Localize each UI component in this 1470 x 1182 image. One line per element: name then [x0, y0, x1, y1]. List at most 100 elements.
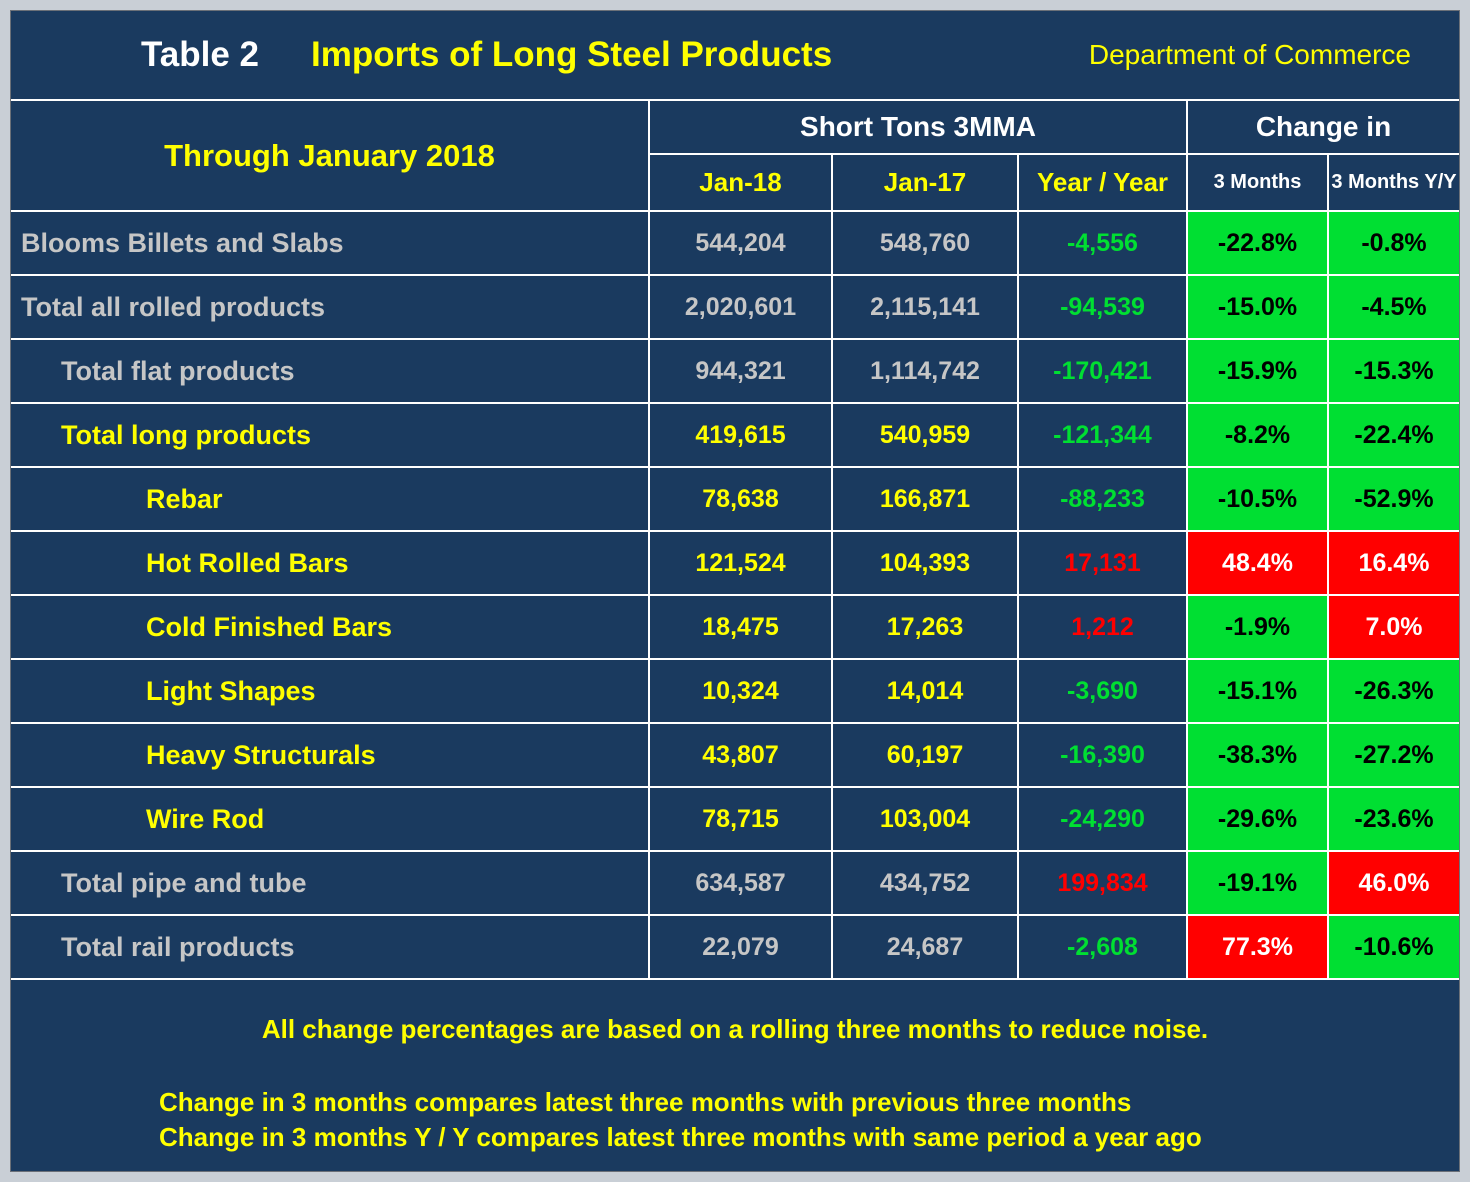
change-3-months-yy: -22.4% [1327, 404, 1459, 466]
value-jan17: 104,393 [831, 532, 1017, 594]
change-3-months: -22.8% [1186, 212, 1327, 274]
value-jan18: 419,615 [648, 404, 831, 466]
change-3-months-yy: 7.0% [1327, 596, 1459, 658]
value-year-year: -4,556 [1017, 212, 1186, 274]
table-row: Light Shapes 10,324 14,014 -3,690 -15.1%… [11, 660, 1459, 724]
row-label: Wire Rod [146, 803, 265, 834]
value-year-year: -16,390 [1017, 724, 1186, 786]
table-row: Total all rolled products 2,020,601 2,11… [11, 276, 1459, 340]
table-row: Cold Finished Bars 18,475 17,263 1,212 -… [11, 596, 1459, 660]
period-header: Through January 2018 [11, 101, 648, 212]
table-row: Total flat products 944,321 1,114,742 -1… [11, 340, 1459, 404]
value-jan17: 17,263 [831, 596, 1017, 658]
row-label: Light Shapes [146, 675, 316, 706]
change-3-months: -29.6% [1186, 788, 1327, 850]
row-label: Total pipe and tube [61, 867, 307, 898]
value-jan18: 544,204 [648, 212, 831, 274]
change-3-months: 48.4% [1186, 532, 1327, 594]
value-year-year: -24,290 [1017, 788, 1186, 850]
value-jan17: 2,115,141 [831, 276, 1017, 338]
value-jan18: 944,321 [648, 340, 831, 402]
change-3-months: -15.9% [1186, 340, 1327, 402]
value-jan17: 540,959 [831, 404, 1017, 466]
title-bar: Table 2 Imports of Long Steel Products D… [11, 11, 1459, 101]
value-jan17: 434,752 [831, 852, 1017, 914]
row-label: Blooms Billets and Slabs [21, 227, 344, 258]
table-row: Total pipe and tube 634,587 434,752 199,… [11, 852, 1459, 916]
value-year-year: -94,539 [1017, 276, 1186, 338]
change-3-months: -8.2% [1186, 404, 1327, 466]
col-header-3-months: 3 Months [1186, 155, 1327, 212]
footnotes: All change percentages are based on a ro… [11, 980, 1459, 1153]
table-label: Table 2 [141, 35, 260, 74]
col-header-3-months-yy: 3 Months Y/Y [1327, 155, 1459, 212]
value-jan17: 24,687 [831, 916, 1017, 978]
change-3-months: 77.3% [1186, 916, 1327, 978]
table-row: Total long products 419,615 540,959 -121… [11, 404, 1459, 468]
change-3-months-yy: -27.2% [1327, 724, 1459, 786]
value-jan18: 2,020,601 [648, 276, 831, 338]
row-label: Cold Finished Bars [146, 611, 393, 642]
table-row: Hot Rolled Bars 121,524 104,393 17,131 4… [11, 532, 1459, 596]
value-year-year: 1,212 [1017, 596, 1186, 658]
value-jan18: 43,807 [648, 724, 831, 786]
value-year-year: -121,344 [1017, 404, 1186, 466]
table-row: Blooms Billets and Slabs 544,204 548,760… [11, 212, 1459, 276]
source-label: Department of Commerce [1088, 39, 1411, 70]
value-year-year: -3,690 [1017, 660, 1186, 722]
table-row: Rebar 78,638 166,871 -88,233 -10.5% -52.… [11, 468, 1459, 532]
value-jan18: 78,715 [648, 788, 831, 850]
table-row: Total rail products 22,079 24,687 -2,608… [11, 916, 1459, 980]
change-3-months-yy: -52.9% [1327, 468, 1459, 530]
col-header-jan18: Jan-18 [648, 155, 831, 212]
change-3-months: -10.5% [1186, 468, 1327, 530]
row-label: Hot Rolled Bars [146, 547, 349, 578]
change-3-months-yy: 46.0% [1327, 852, 1459, 914]
change-3-months: -1.9% [1186, 596, 1327, 658]
row-label: Total long products [61, 419, 311, 450]
col-header-jan17: Jan-17 [831, 155, 1017, 212]
value-jan17: 14,014 [831, 660, 1017, 722]
table-row: Wire Rod 78,715 103,004 -24,290 -29.6% -… [11, 788, 1459, 852]
row-label: Total all rolled products [21, 291, 326, 322]
value-jan17: 103,004 [831, 788, 1017, 850]
change-3-months-yy: -0.8% [1327, 212, 1459, 274]
value-jan18: 78,638 [648, 468, 831, 530]
change-3-months: -38.3% [1186, 724, 1327, 786]
value-jan18: 18,475 [648, 596, 831, 658]
value-jan18: 22,079 [648, 916, 831, 978]
value-jan17: 548,760 [831, 212, 1017, 274]
value-jan18: 10,324 [648, 660, 831, 722]
table-row: Heavy Structurals 43,807 60,197 -16,390 … [11, 724, 1459, 788]
value-jan18: 121,524 [648, 532, 831, 594]
change-3-months: -15.1% [1186, 660, 1327, 722]
row-label: Rebar [146, 483, 223, 514]
value-year-year: -170,421 [1017, 340, 1186, 402]
value-year-year: -88,233 [1017, 468, 1186, 530]
change-3-months: -15.0% [1186, 276, 1327, 338]
col-header-year-year: Year / Year [1017, 155, 1186, 212]
table-header: Through January 2018 Short Tons 3MMA Cha… [11, 101, 1459, 212]
table-body: Blooms Billets and Slabs 544,204 548,760… [11, 212, 1459, 980]
value-jan18: 634,587 [648, 852, 831, 914]
page-title: Imports of Long Steel Products [311, 35, 833, 74]
change-3-months-yy: -23.6% [1327, 788, 1459, 850]
value-jan17: 60,197 [831, 724, 1017, 786]
imports-table-window: Table 2 Imports of Long Steel Products D… [10, 10, 1460, 1172]
value-year-year: -2,608 [1017, 916, 1186, 978]
row-label: Total rail products [61, 931, 295, 962]
footnote-3-months: Change in 3 months compares latest three… [159, 1087, 1132, 1117]
change-3-months-yy: -26.3% [1327, 660, 1459, 722]
change-3-months-yy: -15.3% [1327, 340, 1459, 402]
value-jan17: 1,114,742 [831, 340, 1017, 402]
footnote-3-months-yy: Change in 3 months Y / Y compares latest… [159, 1122, 1202, 1152]
change-3-months-yy: 16.4% [1327, 532, 1459, 594]
change-3-months: -19.1% [1186, 852, 1327, 914]
change-3-months-yy: -4.5% [1327, 276, 1459, 338]
group-header-short-tons: Short Tons 3MMA [648, 101, 1186, 155]
row-label: Total flat products [61, 355, 295, 386]
value-year-year: 17,131 [1017, 532, 1186, 594]
value-jan17: 166,871 [831, 468, 1017, 530]
row-label: Heavy Structurals [146, 739, 376, 770]
footnote-rolling: All change percentages are based on a ro… [261, 1014, 1209, 1044]
